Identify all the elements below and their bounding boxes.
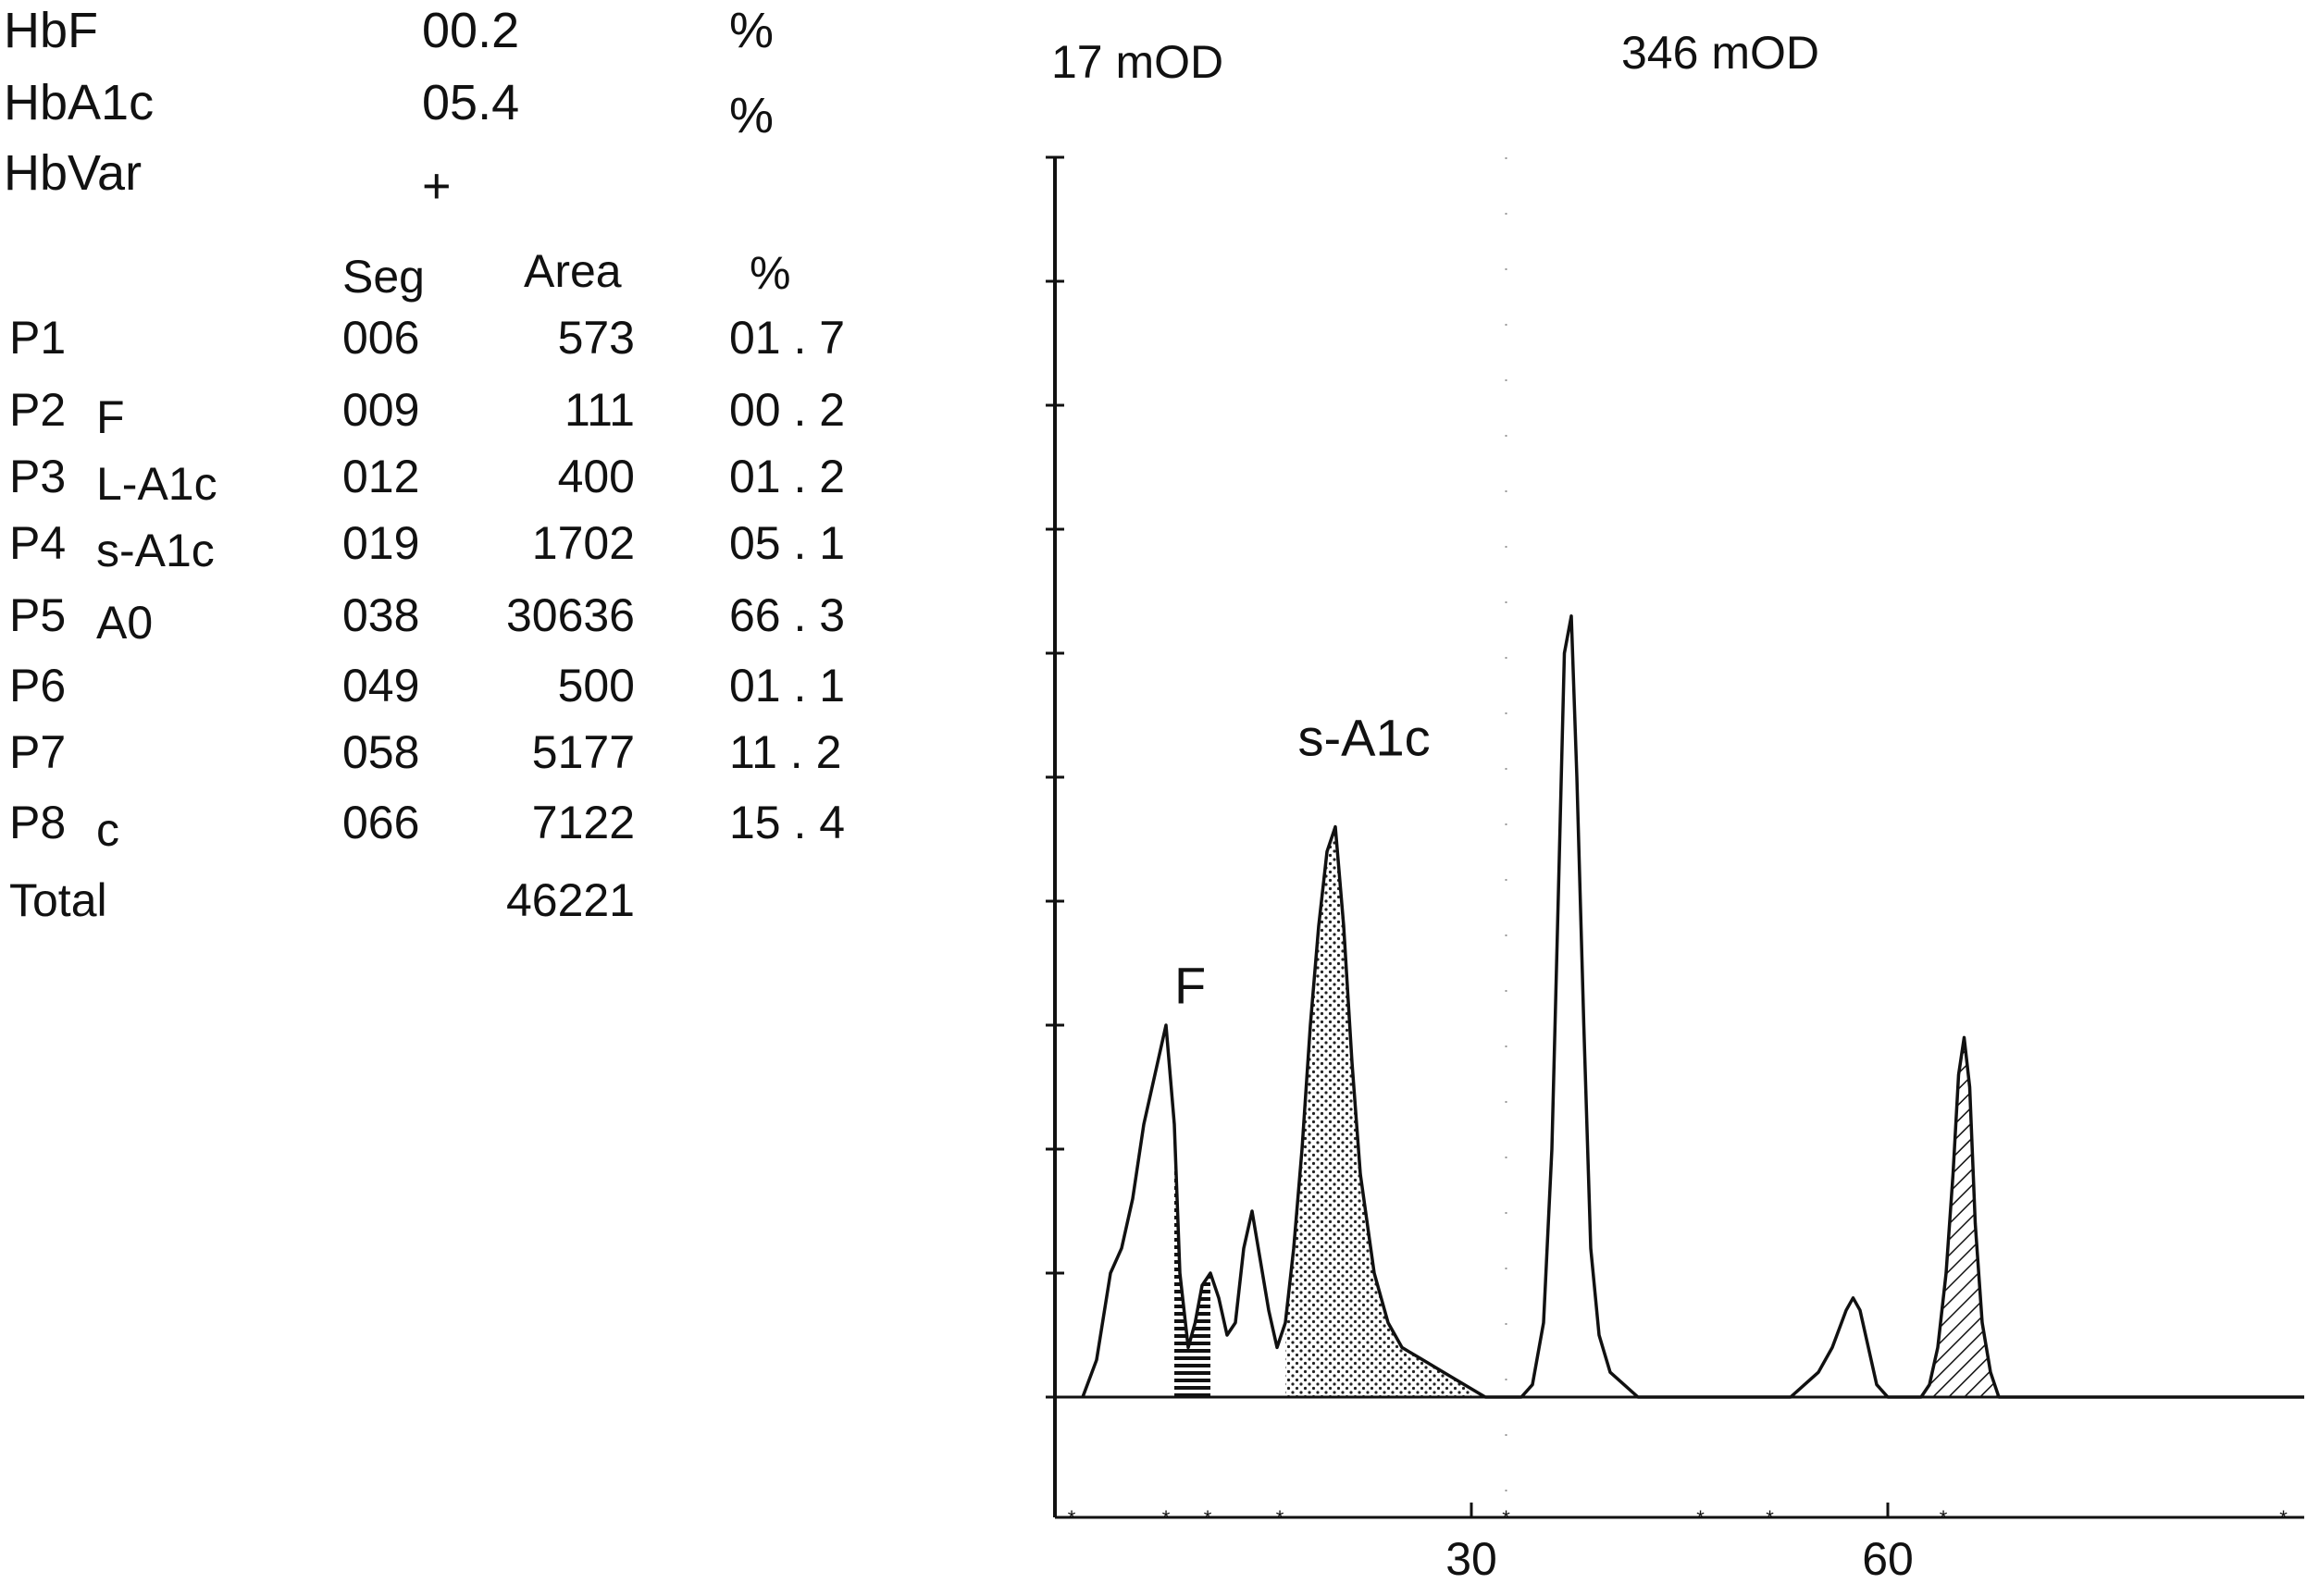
summary-hbf-unit: % bbox=[729, 3, 775, 58]
summary-hba1c-name: HbA1c bbox=[4, 75, 155, 130]
table-cell-peak: P2 bbox=[9, 384, 67, 436]
trace-line bbox=[1081, 614, 2304, 1399]
x-marker-star: * bbox=[1204, 1506, 1212, 1529]
shaded-peak-f bbox=[1174, 1124, 1210, 1397]
col-header-pct: % bbox=[750, 247, 791, 299]
x-marker-star: * bbox=[1068, 1506, 1076, 1529]
table-cell-seg: 066 bbox=[342, 797, 420, 848]
table-cell-peak: P7 bbox=[9, 726, 67, 778]
summary-hba1c-unit: % bbox=[729, 88, 775, 143]
table-cell-seg: 012 bbox=[342, 451, 420, 502]
table-cell-pct: 00 . 2 bbox=[729, 384, 846, 436]
x-marker-star: * bbox=[1940, 1506, 1948, 1529]
table-cell-pct: 01 . 2 bbox=[729, 451, 846, 502]
table-cell-peak: P6 bbox=[9, 660, 67, 711]
table-cell-peak: P8 bbox=[9, 797, 67, 848]
x-tick-label-60: 60 bbox=[1862, 1533, 1914, 1585]
shaded-peaks bbox=[1174, 826, 2006, 1397]
table-cell-area: 1702 bbox=[531, 517, 635, 569]
shaded-peak-s-a1c bbox=[1285, 826, 1471, 1397]
x-tick-label-30: 30 bbox=[1445, 1533, 1497, 1585]
table-cell-area: 400 bbox=[557, 451, 635, 502]
x-marker-star: * bbox=[1502, 1506, 1510, 1529]
table-cell-label: F bbox=[96, 391, 125, 443]
table-cell-seg: 019 bbox=[342, 517, 420, 569]
trace-group bbox=[1081, 614, 2304, 1399]
table-cell-peak: P5 bbox=[9, 589, 67, 641]
summary-hbf-name: HbF bbox=[4, 3, 99, 58]
table-cell-pct: 01 . 1 bbox=[729, 660, 846, 711]
total-area: 46221 bbox=[505, 874, 635, 926]
table-cell-area: 30636 bbox=[505, 589, 635, 641]
table-cell-label: c bbox=[96, 804, 119, 856]
shaded-peak-c bbox=[1929, 1037, 2006, 1397]
table-cell-peak: P1 bbox=[9, 312, 67, 364]
range-label-right: 346 mOD bbox=[1621, 27, 1819, 79]
table-cell-pct: 66 . 3 bbox=[729, 589, 846, 641]
table-cell-seg: 038 bbox=[342, 589, 420, 641]
table-cell-pct: 15 . 4 bbox=[729, 797, 846, 848]
table-cell-area: 573 bbox=[557, 312, 635, 364]
table-cell-pct: 11 . 2 bbox=[729, 726, 842, 778]
x-marker-star: * bbox=[1162, 1506, 1171, 1529]
col-header-area: Area bbox=[524, 245, 622, 297]
peak-annotation-f: F bbox=[1174, 957, 1206, 1015]
summary-hbf-value: 00.2 bbox=[422, 3, 520, 58]
x-marker-star: * bbox=[1696, 1506, 1705, 1529]
table-cell-label: A0 bbox=[96, 597, 154, 649]
table-cell-peak: P4 bbox=[9, 517, 67, 569]
x-marker-star: * bbox=[2279, 1506, 2288, 1529]
table-cell-pct: 01 . 7 bbox=[729, 312, 846, 364]
table-cell-label: L-A1c bbox=[96, 458, 217, 510]
table-cell-pct: 05 . 1 bbox=[729, 517, 846, 569]
col-header-seg: Seg bbox=[342, 251, 425, 303]
summary-hbvar-name: HbVar bbox=[4, 145, 143, 201]
table-cell-area: 7122 bbox=[531, 797, 635, 848]
table-cell-area: 500 bbox=[557, 660, 635, 711]
peak-annotation-s-a1c: s-A1c bbox=[1298, 709, 1431, 767]
table-cell-area: 111 bbox=[564, 384, 635, 436]
x-marker-star: * bbox=[1276, 1506, 1284, 1529]
chart-labels: 30 60 17 mOD 346 mOD Fs-A1c bbox=[1051, 27, 1914, 1585]
table-cell-label: s-A1c bbox=[96, 525, 215, 576]
table-cell-seg: 058 bbox=[342, 726, 420, 778]
summary-hba1c-value: 05.4 bbox=[422, 75, 520, 130]
table-cell-seg: 006 bbox=[342, 312, 420, 364]
total-label: Total bbox=[9, 874, 107, 926]
range-label-left: 17 mOD bbox=[1051, 36, 1223, 88]
summary-hbvar-value: + bbox=[422, 158, 452, 214]
table-cell-area: 5177 bbox=[531, 726, 635, 778]
table-cell-seg: 009 bbox=[342, 384, 420, 436]
table-cell-seg: 049 bbox=[342, 660, 420, 711]
x-marker-star: * bbox=[1766, 1506, 1774, 1529]
table-cell-peak: P3 bbox=[9, 451, 67, 502]
